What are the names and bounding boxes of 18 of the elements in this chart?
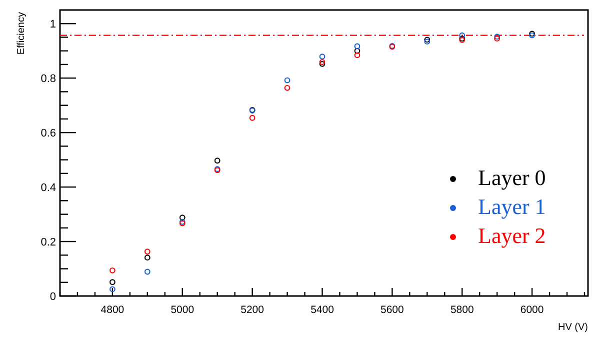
x-tick-label: 5000 [170,304,194,316]
legend-label: Layer 1 [478,194,546,219]
y-tick-label: 0.2 [40,236,56,248]
x-tick-label: 5400 [310,304,334,316]
x-tick-label: 5200 [240,304,264,316]
x-tick-label: 4800 [100,304,124,316]
y-axis-title: Efficiency [16,12,27,55]
y-tick-label: 0 [50,290,56,303]
legend-label: Layer 0 [478,165,546,190]
x-axis-title: HV (V) [558,322,588,333]
x-tick-label: 5600 [380,304,404,316]
y-tick-label: 0.6 [40,127,56,140]
y-tick-label: 0.4 [40,182,56,194]
legend-label: Layer 2 [478,223,546,248]
x-tick-label: 6000 [520,304,544,316]
y-tick-label: 1 [50,18,56,30]
x-tick-label: 5800 [450,304,474,316]
y-tick-label: 0.8 [40,72,56,85]
